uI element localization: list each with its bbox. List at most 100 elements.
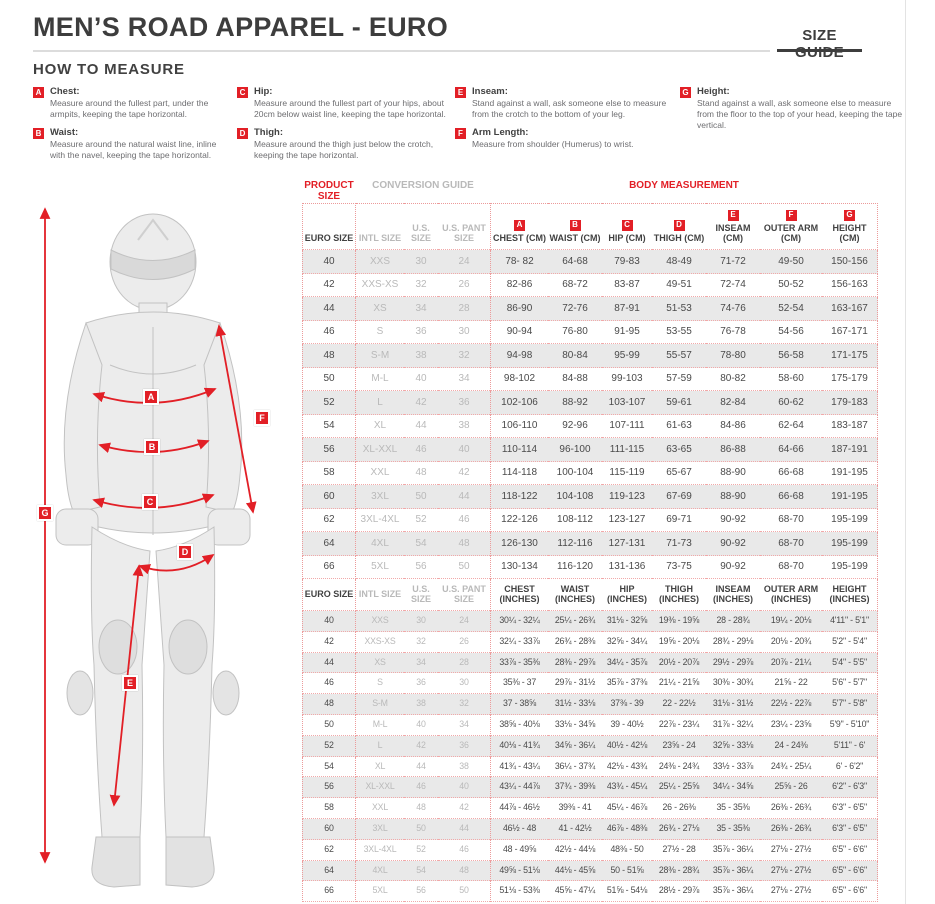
table-cell: 26 - 26⅜ [652, 798, 706, 819]
table-cell: 86-88 [706, 438, 760, 462]
table-cell: 82-84 [706, 391, 760, 415]
column-header-label: INSEAM (CM) [715, 223, 751, 244]
table-cell: 116-120 [548, 556, 602, 579]
table-cell: 37 - 38⅝ [490, 694, 548, 715]
table-cell: 64-66 [760, 438, 822, 462]
table-cell: 28⅜ - 29⅞ [548, 652, 602, 674]
table-cell: 90-94 [490, 320, 548, 344]
table-cell: 48 [302, 344, 356, 368]
table-cell: 68-70 [760, 509, 822, 532]
table-cell: 98-102 [490, 367, 548, 391]
table-cell: 90-92 [706, 509, 760, 532]
table-cell: 36 [438, 391, 490, 415]
table-cell: 30⅜ - 30¾ [706, 673, 760, 695]
table-cell: 71-72 [706, 250, 760, 274]
measure-item-hip: C Hip: Measure around the fullest part o… [237, 86, 457, 120]
table-cell: 66-68 [760, 462, 822, 485]
table-cell: 36 [438, 735, 490, 757]
column-header: A CHEST (CM) [490, 203, 548, 250]
table-cell: 30 [404, 611, 438, 632]
table-cell: 5XL [356, 556, 404, 579]
table-cell: 99-103 [602, 368, 652, 391]
table-cell: 30¼ - 32¼ [490, 611, 548, 632]
table-cell: 102-106 [490, 391, 548, 415]
table-cell: 56 [404, 881, 438, 903]
table-cell: 48 [438, 532, 490, 556]
measure-letter-badge: C [621, 220, 633, 232]
table-cell: 43¼ - 44⅞ [490, 777, 548, 799]
figure-badge-b: B [144, 439, 160, 455]
table-cell: 52 [302, 391, 356, 415]
table-cell: 63-65 [652, 438, 706, 462]
figure-badge-e: E [122, 675, 138, 691]
table-cell: 44 [438, 818, 490, 840]
table-cell: 46 [302, 673, 356, 695]
table-cell: 59-61 [652, 391, 706, 415]
table-cell: 64-68 [548, 250, 602, 274]
table-cell: 40 [302, 250, 356, 274]
table-cell: 60-62 [760, 391, 822, 415]
table-cell: 53-55 [652, 321, 706, 344]
table-cell: 37¾ - 39⅜ [548, 777, 602, 799]
table-cell: 72-74 [706, 274, 760, 297]
table-cell: 3XL-4XL [356, 840, 404, 861]
table-cell: 44 [302, 652, 356, 674]
rider-body [55, 213, 251, 888]
table-cell: 49-51 [652, 274, 706, 297]
table-cell: 112-116 [548, 532, 602, 556]
table-cell: 69-71 [652, 509, 706, 532]
table-cell: 88-92 [548, 391, 602, 415]
measure-label: Waist: [50, 127, 79, 139]
column-header-label: HIP (CM) [608, 233, 646, 244]
table-cell: 68-70 [760, 556, 822, 579]
table-cell: 50 [302, 367, 356, 391]
table-cell: 31⅛ - 32⅝ [602, 611, 652, 632]
letter-badge-g: G [680, 87, 691, 98]
table-cell: 26¾ - 27⅛ [652, 818, 706, 840]
table-cell: 32 [404, 274, 438, 297]
table-cell: 51-53 [652, 297, 706, 321]
table-cell: 60 [302, 485, 356, 509]
column-header-label: OUTER ARM (INCHES) [763, 583, 819, 604]
table-cell: XL [356, 757, 404, 778]
table-cell: S-M [356, 694, 404, 715]
table-cell: 56 [302, 438, 356, 462]
table-cell: S [356, 673, 404, 695]
table-cell: 88-90 [706, 485, 760, 509]
table-cell: 19⅝ - 20⅛ [652, 632, 706, 653]
measure-item-waist: B Waist: Measure around the natural wais… [33, 127, 231, 161]
table-cell: 86-90 [490, 297, 548, 321]
size-guide-tab[interactable]: SIZE GUIDE [794, 27, 844, 61]
column-header: F OUTER ARM (CM) [760, 203, 822, 250]
column-header-label: WAIST (CM) [549, 233, 601, 244]
table-cell: 44 [438, 485, 490, 509]
table-cell: 111-115 [602, 438, 652, 462]
page-edge-line [905, 0, 906, 904]
table-cell: 44 [302, 297, 356, 321]
table-cell: 44⅞ - 46½ [490, 798, 548, 819]
table-cell: 122-126 [490, 508, 548, 532]
table-cell: 52 [404, 840, 438, 861]
table-cell: 52 [404, 509, 438, 532]
measure-item-inseam: E Inseam: Stand against a wall, ask some… [455, 86, 669, 120]
table-cell: 80-84 [548, 344, 602, 368]
table-cell: 57-59 [652, 368, 706, 391]
column-header-label: U.S. SIZE [410, 223, 431, 244]
table-cell: 36 [404, 321, 438, 344]
table-cell: 29½ - 29⅞ [706, 652, 760, 674]
table-cell: 33⅞ - 35⅜ [490, 652, 548, 674]
table-cell: 67-69 [652, 485, 706, 509]
table-cell: 74-76 [706, 297, 760, 321]
table-cell: 24⅜ - 24¾ [652, 757, 706, 778]
table-cell: 27½ - 28 [652, 840, 706, 861]
table-cell: 43¾ - 45¼ [602, 777, 652, 799]
letter-badge-a: A [33, 87, 44, 98]
table-cell: 42 [404, 735, 438, 757]
table-cell: 6'5" - 6'6" [822, 839, 878, 861]
column-header: INTL SIZE [356, 579, 404, 611]
column-header: U.S. SIZE [404, 579, 438, 611]
table-cell: 30 [404, 250, 438, 274]
table-cell: 171-175 [822, 344, 878, 368]
table-cell: 34 [438, 368, 490, 391]
column-header: HIP (INCHES) [602, 579, 652, 611]
